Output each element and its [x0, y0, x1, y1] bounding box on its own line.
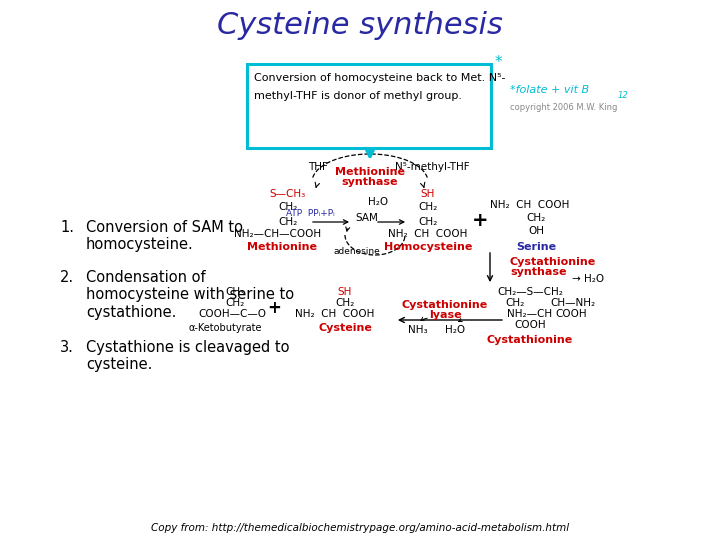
Text: CH₂: CH₂ — [418, 217, 438, 227]
Text: synthase: synthase — [510, 267, 567, 277]
Text: *: * — [494, 55, 502, 70]
Text: CH₃: CH₃ — [225, 287, 245, 297]
Text: NH₂  CH  COOH: NH₂ CH COOH — [295, 309, 374, 319]
Text: CH—NH₂: CH—NH₂ — [550, 298, 595, 308]
Text: CH₂: CH₂ — [505, 298, 524, 308]
Text: CH₂: CH₂ — [279, 217, 297, 227]
Text: SAM: SAM — [355, 213, 378, 223]
Text: Cystathione is cleavaged to
cysteine.: Cystathione is cleavaged to cysteine. — [86, 340, 289, 373]
Text: Methionine: Methionine — [335, 167, 405, 177]
Text: ATP  PPᵢ+Pᵢ: ATP PPᵢ+Pᵢ — [286, 210, 334, 219]
Text: CH₂—S—CH₂: CH₂—S—CH₂ — [497, 287, 563, 297]
Text: α-Ketobutyrate: α-Ketobutyrate — [188, 323, 262, 333]
Text: CH₂: CH₂ — [336, 298, 355, 308]
Text: copyright 2006 M.W. King: copyright 2006 M.W. King — [510, 104, 617, 112]
Text: COOH: COOH — [514, 320, 546, 330]
Text: Cysteine: Cysteine — [318, 323, 372, 333]
Text: OH: OH — [528, 226, 544, 236]
Text: methyl-THF is donor of methyl group.: methyl-THF is donor of methyl group. — [254, 91, 462, 101]
Text: 2.: 2. — [60, 270, 74, 285]
Text: H₂O: H₂O — [368, 197, 388, 207]
Text: COOH—C—O: COOH—C—O — [198, 309, 266, 319]
Text: Cystathionine: Cystathionine — [487, 335, 573, 345]
Text: Cysteine synthesis: Cysteine synthesis — [217, 10, 503, 39]
Text: NH₂—CH: NH₂—CH — [508, 309, 552, 319]
Text: CH₂: CH₂ — [526, 213, 546, 223]
Text: Serine: Serine — [516, 242, 556, 252]
Text: synthase: synthase — [342, 177, 398, 187]
Text: Cystathionine: Cystathionine — [402, 300, 488, 310]
Text: NH₂—CH—COOH: NH₂—CH—COOH — [235, 229, 322, 239]
Text: Conversion of homocysteine back to Met. N⁵-: Conversion of homocysteine back to Met. … — [254, 73, 505, 83]
Text: 12: 12 — [618, 91, 629, 99]
FancyBboxPatch shape — [247, 64, 491, 148]
Text: SH: SH — [420, 189, 435, 199]
Text: Condensation of
homocysteine with serine to
cystathione.: Condensation of homocysteine with serine… — [86, 270, 294, 320]
Text: NH₃: NH₃ — [408, 325, 428, 335]
Text: NH₂  CH  COOH: NH₂ CH COOH — [490, 200, 570, 210]
Text: N⁵-methyl-THF: N⁵-methyl-THF — [395, 162, 469, 172]
Text: lyase: lyase — [428, 310, 462, 320]
Text: adenosine: adenosine — [333, 246, 380, 255]
Text: CH₂: CH₂ — [418, 202, 438, 212]
Text: THF: THF — [308, 162, 328, 172]
Text: 1.: 1. — [60, 220, 74, 235]
Text: Homocysteine: Homocysteine — [384, 242, 472, 252]
Text: NH₂  CH  COOH: NH₂ CH COOH — [388, 229, 468, 239]
Text: *folate + vit B: *folate + vit B — [510, 85, 589, 95]
Text: +: + — [472, 211, 488, 229]
Text: +: + — [267, 299, 281, 317]
Text: CH₂: CH₂ — [279, 202, 297, 212]
Text: CH₂: CH₂ — [225, 298, 245, 308]
Text: H₂O: H₂O — [445, 325, 465, 335]
Text: Conversion of SAM to
homocysteine.: Conversion of SAM to homocysteine. — [86, 220, 243, 252]
Text: → H₂O: → H₂O — [572, 274, 604, 284]
Text: Methionine: Methionine — [247, 242, 317, 252]
Text: 3.: 3. — [60, 340, 74, 355]
Text: Copy from: http://themedicalbiochemistrypage.org/amino-acid-metabolism.html: Copy from: http://themedicalbiochemistry… — [151, 523, 569, 533]
Text: SH: SH — [338, 287, 352, 297]
Text: COOH: COOH — [555, 309, 587, 319]
Text: Cystathionine: Cystathionine — [510, 257, 596, 267]
Text: S—CH₃: S—CH₃ — [270, 189, 306, 199]
